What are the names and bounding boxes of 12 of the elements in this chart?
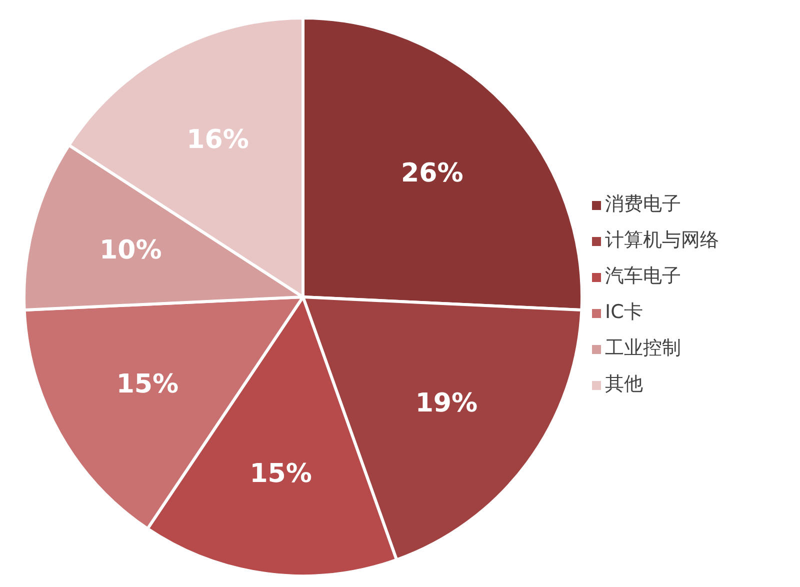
legend-label: 计算机与网络: [605, 228, 719, 250]
legend-label: 消费电子: [605, 192, 681, 214]
legend-label: 工业控制: [605, 336, 681, 358]
data-label: 10%: [100, 235, 162, 266]
data-label: 15%: [250, 459, 312, 490]
data-label: 15%: [116, 370, 179, 400]
legend-label: 汽车电子: [605, 264, 681, 286]
data-label: 16%: [186, 125, 249, 156]
legend-label: 其他: [605, 372, 643, 394]
legend-label: IC卡: [605, 300, 643, 322]
data-label: 26%: [401, 158, 464, 189]
data-label: 19%: [415, 388, 478, 418]
